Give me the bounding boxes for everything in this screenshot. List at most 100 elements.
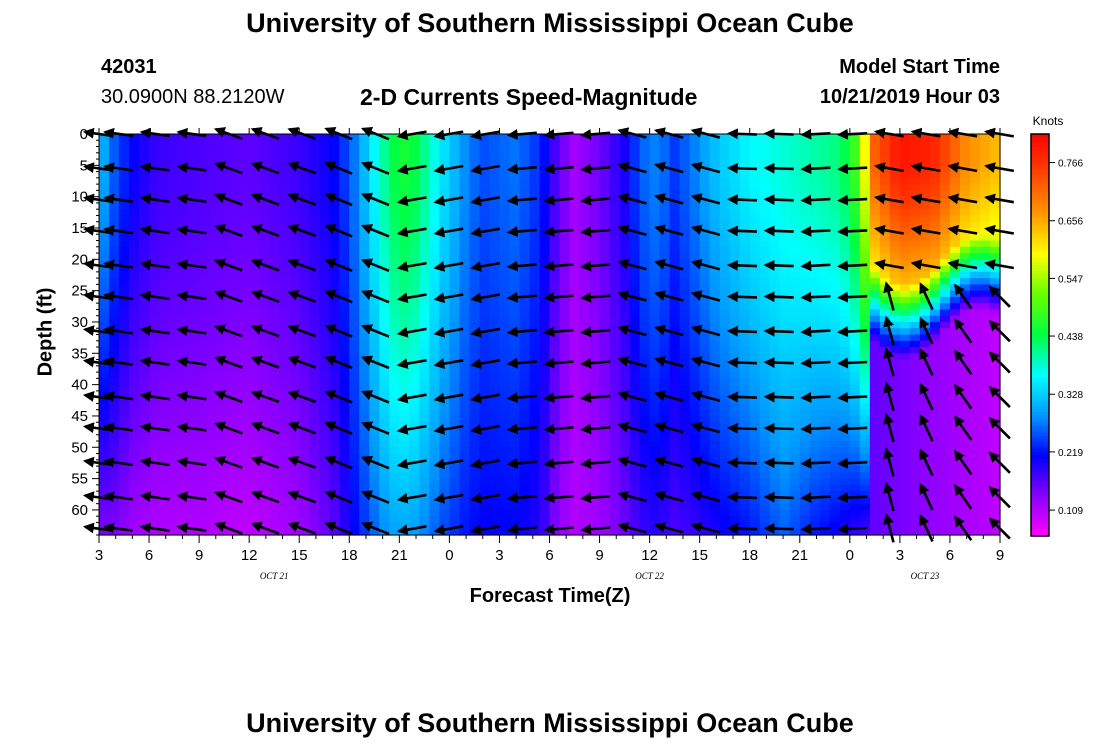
heatmap-cell (349, 415, 360, 423)
heatmap-cell (819, 478, 831, 486)
heatmap-cell (159, 202, 170, 210)
heatmap-cell (429, 484, 440, 492)
heatmap-cell (169, 196, 180, 204)
heatmap-cell (579, 309, 591, 317)
heatmap-cell (779, 246, 791, 254)
heatmap-cell (699, 315, 711, 323)
heatmap-cell (789, 372, 801, 379)
heatmap-cell (99, 334, 110, 342)
heatmap-cell (749, 259, 761, 267)
heatmap-cell (499, 378, 511, 386)
heatmap-cell (269, 347, 280, 354)
heatmap-cell (169, 359, 180, 367)
heatmap-cell (469, 384, 481, 392)
heatmap-cell (189, 278, 200, 285)
heatmap-cell (729, 415, 741, 423)
heatmap-cell (629, 171, 641, 179)
heatmap-cell (259, 309, 270, 317)
heatmap-cell (809, 190, 821, 198)
heatmap-cell (849, 171, 861, 179)
heatmap-cell (839, 278, 851, 285)
heatmap-cell (129, 159, 140, 166)
heatmap-cell (769, 271, 781, 279)
heatmap-cell (139, 296, 150, 304)
heatmap-cell (779, 428, 791, 436)
heatmap-cell (389, 522, 400, 530)
heatmap-cell (569, 484, 581, 492)
heatmap-cell (429, 259, 440, 267)
heatmap-cell (779, 403, 791, 411)
heatmap-cell (419, 296, 430, 304)
heatmap-cell (479, 221, 491, 229)
heatmap-cell (829, 209, 841, 217)
heatmap-cell (259, 278, 270, 285)
heatmap-cell (239, 347, 250, 354)
heatmap-cell (359, 428, 370, 436)
heatmap-cell (149, 415, 160, 423)
heatmap-cell (99, 415, 110, 423)
heatmap-cell (689, 240, 701, 248)
heatmap-cell (239, 516, 250, 524)
heatmap-cell (819, 202, 831, 210)
heatmap-cell (229, 177, 240, 185)
heatmap-cell (419, 240, 430, 248)
heatmap-cell (129, 403, 140, 411)
heatmap-cell (329, 372, 340, 379)
heatmap-cell (829, 259, 841, 267)
heatmap-cell (659, 384, 671, 392)
heatmap-cell (699, 522, 711, 530)
heatmap-cell (379, 303, 390, 311)
heatmap-cell (829, 296, 841, 304)
heatmap-cell (829, 378, 841, 386)
heatmap-cell (529, 328, 541, 336)
heatmap-cell (599, 303, 611, 311)
heatmap-cell (719, 522, 731, 530)
heatmap-cell (659, 209, 671, 217)
heatmap-cell (809, 509, 821, 517)
heatmap-cell (189, 378, 200, 386)
heatmap-cell (479, 278, 491, 285)
heatmap-cell (749, 140, 761, 148)
heatmap-cell (669, 453, 681, 461)
heatmap-cell (569, 190, 581, 198)
heatmap-cell (699, 409, 711, 417)
heatmap-cell (549, 284, 561, 292)
heatmap-cell (459, 397, 471, 405)
heatmap-cell (329, 497, 340, 505)
heatmap-cell (539, 441, 551, 448)
heatmap-cell (409, 134, 420, 141)
heatmap-cell (489, 227, 501, 235)
heatmap-cell (799, 240, 811, 248)
heatmap-cell (279, 284, 290, 292)
heatmap-cell (469, 321, 481, 329)
heatmap-cell (449, 390, 460, 398)
heatmap-cell (329, 177, 340, 185)
heatmap-cell (619, 184, 631, 191)
heatmap-cell (739, 484, 751, 492)
heatmap-cell (769, 384, 781, 392)
heatmap-cell (169, 296, 180, 304)
heatmap-cell (509, 509, 521, 517)
heatmap-cell (419, 190, 430, 198)
heatmap-cell (329, 478, 340, 486)
heatmap-cell (659, 434, 671, 442)
heatmap-cell (609, 296, 621, 304)
heatmap-cell (409, 146, 420, 154)
heatmap-cell (739, 453, 751, 461)
heatmap-cell (549, 215, 561, 223)
heatmap-cell (599, 384, 611, 392)
heatmap-cell (549, 372, 561, 379)
heatmap-cell (469, 234, 481, 242)
heatmap-cell (199, 328, 210, 336)
heatmap-cell (859, 134, 871, 141)
heatmap-cell (799, 365, 811, 373)
heatmap-cell (449, 503, 460, 511)
heatmap-cell (779, 234, 791, 242)
heatmap-cell (239, 171, 250, 179)
heatmap-cell (529, 334, 541, 342)
heatmap-cell (819, 528, 831, 536)
heatmap-cell (259, 415, 270, 423)
heatmap-cell (279, 321, 290, 329)
heatmap-cell (489, 190, 501, 198)
heatmap-cell (719, 309, 731, 317)
